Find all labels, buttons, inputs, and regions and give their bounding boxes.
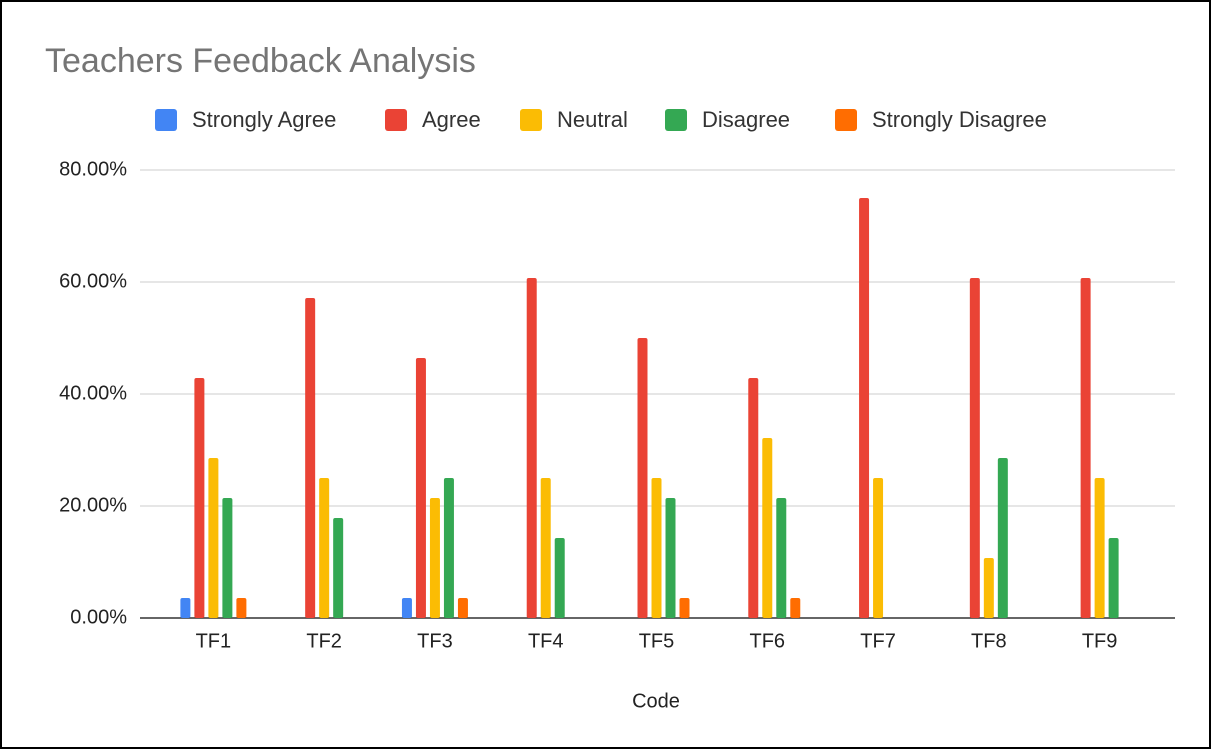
x-tick-label: TF8 <box>971 630 1007 652</box>
bar <box>790 598 801 618</box>
bar <box>208 458 219 618</box>
bar <box>969 278 980 618</box>
chart-title: Teachers Feedback Analysis <box>45 42 476 80</box>
legend-swatch <box>665 109 687 131</box>
legend-swatch <box>835 109 857 131</box>
bar <box>443 478 454 618</box>
bar <box>333 517 344 618</box>
x-axis-label: Code <box>632 690 680 712</box>
legend-label: Neutral <box>557 107 628 132</box>
legend-swatch <box>155 109 177 131</box>
bar <box>679 598 690 618</box>
x-tick-label: TF5 <box>639 630 675 652</box>
bar <box>540 478 551 618</box>
x-tick-label: TF4 <box>528 630 564 652</box>
y-tick-label: 60.00% <box>59 270 127 292</box>
y-tick-label: 0.00% <box>70 606 127 628</box>
bar <box>457 598 468 618</box>
x-tick-label: TF3 <box>417 630 453 652</box>
x-tick-label: TF2 <box>306 630 342 652</box>
bar <box>748 377 759 618</box>
x-tick-label: TF1 <box>196 630 232 652</box>
x-tick-label: TF6 <box>749 630 785 652</box>
legend-swatch <box>385 109 407 131</box>
bar <box>415 357 426 618</box>
x-tick-label: TF9 <box>1082 630 1118 652</box>
bar <box>194 377 205 618</box>
y-tick-label: 20.00% <box>59 494 127 516</box>
bar <box>319 478 330 618</box>
bar <box>873 478 884 618</box>
y-tick-label: 80.00% <box>59 158 127 180</box>
bar <box>983 558 994 618</box>
bar <box>776 497 787 618</box>
bar <box>236 598 247 618</box>
legend-label: Disagree <box>702 107 790 132</box>
bar <box>222 497 233 618</box>
bar <box>401 598 412 618</box>
bar <box>859 198 870 618</box>
bar <box>651 478 662 618</box>
legend-swatch <box>520 109 542 131</box>
bar <box>997 458 1008 618</box>
bar <box>637 338 648 618</box>
legend-label: Strongly Disagree <box>872 107 1047 132</box>
bar <box>554 537 565 618</box>
bar <box>526 278 537 618</box>
legend-label: Agree <box>422 107 481 132</box>
bar <box>665 497 676 618</box>
bar <box>429 497 440 618</box>
bar <box>305 298 316 618</box>
bar <box>1094 478 1105 618</box>
bar <box>1080 278 1091 618</box>
legend-label: Strongly Agree <box>192 107 336 132</box>
y-tick-label: 40.00% <box>59 382 127 404</box>
bar <box>180 598 191 618</box>
x-tick-label: TF7 <box>860 630 896 652</box>
bar <box>1108 537 1119 618</box>
bar <box>762 438 773 618</box>
